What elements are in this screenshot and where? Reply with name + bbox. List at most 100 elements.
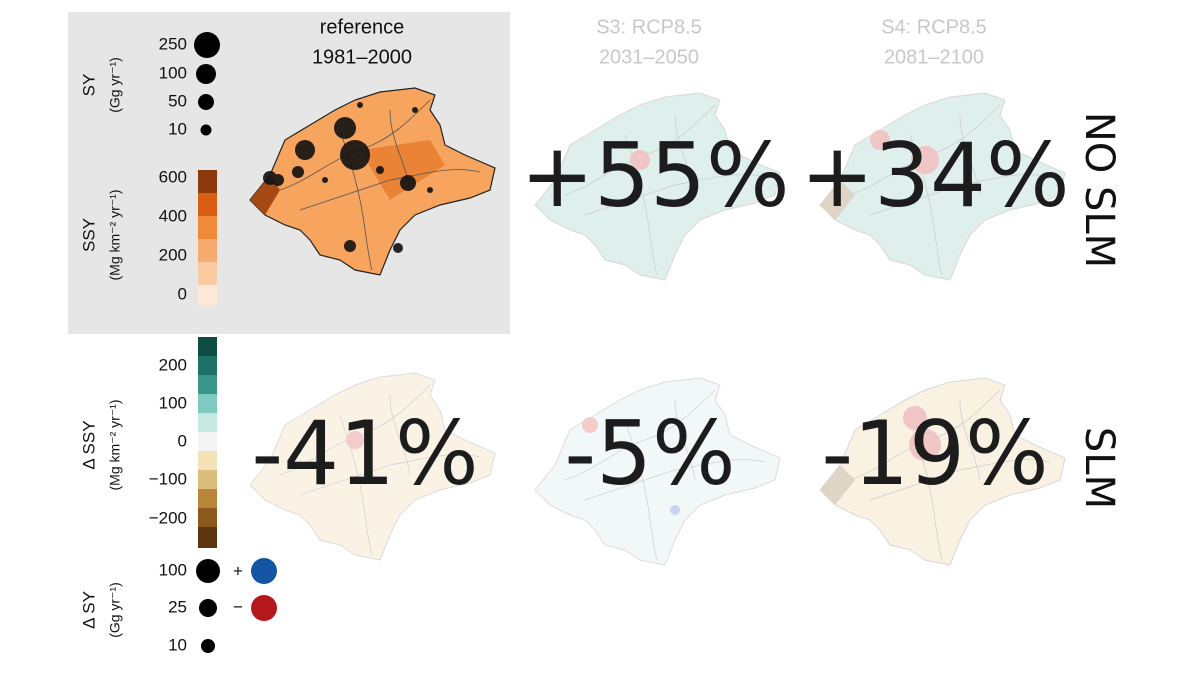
shape: [346, 431, 364, 449]
shape: [196, 64, 216, 84]
legend-title: SY: [79, 74, 98, 97]
column-title: S3: RCP8.5: [596, 16, 702, 38]
column-headers: reference 1981–2000 S3: RCP8.5 2031–2050…: [312, 16, 987, 68]
shape: [251, 558, 277, 584]
shape: [322, 177, 328, 183]
shape: [870, 130, 890, 150]
shape: [198, 432, 217, 451]
shape: [295, 140, 315, 160]
shape: [198, 239, 217, 262]
delta-sy-legend: Δ SY (Gg yr⁻¹) 100 25 10 + −: [79, 558, 277, 654]
scenario-map: [534, 377, 781, 566]
shape: [340, 140, 370, 170]
scenario-map: [819, 92, 1066, 281]
column-title: S4: RCP8.5: [881, 16, 987, 38]
legend-label: −100: [149, 469, 187, 488]
change-percent: -5%: [564, 402, 735, 505]
scenario-map: [249, 372, 496, 561]
shape: [198, 413, 217, 432]
shape: [198, 508, 217, 527]
shape: [198, 527, 217, 548]
legend-title: Δ SSY: [79, 420, 98, 469]
shape: [911, 146, 939, 174]
shape: [412, 107, 418, 113]
shape: [344, 240, 356, 252]
shape: [393, 243, 403, 253]
shape: [198, 489, 217, 508]
shape: [334, 117, 356, 139]
shape: [198, 285, 217, 305]
legend-label: −200: [149, 508, 187, 527]
legend-unit: (Gg yr⁻¹): [107, 582, 123, 638]
legend-label: 0: [178, 431, 187, 450]
legend-label: 100: [159, 560, 187, 579]
shape: [201, 639, 215, 653]
legend-label: 100: [159, 63, 187, 82]
legend-label: 25: [168, 597, 187, 616]
shape: [263, 102, 433, 253]
shape: [198, 193, 217, 216]
column-title: reference: [320, 16, 405, 38]
shape: [198, 262, 217, 285]
shape: [199, 599, 217, 617]
row-label: SLM: [1076, 427, 1122, 509]
shape: [194, 32, 220, 58]
shape: [198, 356, 217, 375]
shape: [198, 470, 217, 489]
shape: [196, 559, 220, 583]
shape: [198, 451, 217, 470]
shape: [198, 94, 214, 110]
change-percent: +55%: [520, 124, 789, 227]
legend-label: 50: [168, 91, 187, 110]
shape: [292, 166, 304, 178]
legend-label: 600: [159, 167, 187, 186]
shape: [903, 406, 927, 430]
legend-label: 0: [178, 284, 187, 303]
legend-label: 10: [168, 119, 187, 138]
shape: [357, 102, 363, 108]
legend-label: 100: [159, 393, 187, 412]
sy-legend: SY (Gg yr⁻¹) 250 100 50 10: [79, 32, 220, 138]
delta-ssy-legend: Δ SSY (Mg km⁻² yr⁻¹) 200 100 0 −100 −200: [79, 337, 217, 548]
column-period: 1981–2000: [312, 46, 412, 68]
shape: [582, 417, 598, 433]
shape: [909, 429, 941, 461]
legend-sign: −: [233, 597, 243, 616]
shape: [198, 216, 217, 239]
scenario-map: [819, 377, 1066, 566]
shape: [427, 187, 433, 193]
shape: [360, 140, 445, 200]
legend-label: 400: [159, 206, 187, 225]
column-period: 2081–2100: [884, 46, 984, 68]
change-percent: -19%: [821, 402, 1048, 505]
shape: [198, 375, 217, 394]
shape: [250, 175, 280, 215]
legend-label: 250: [159, 34, 187, 53]
reference-map: [249, 87, 496, 276]
shape: [198, 170, 217, 193]
shape: [198, 394, 217, 413]
shape: [251, 595, 277, 621]
shape: [400, 175, 416, 191]
legend-label: 10: [168, 635, 187, 654]
legend-sign: +: [233, 561, 243, 580]
legend-unit: (Mg km⁻² yr⁻¹): [107, 400, 123, 491]
legend-unit: (Gg yr⁻¹): [107, 57, 123, 113]
legend-title: SSY: [79, 218, 98, 252]
legend-label: 200: [159, 355, 187, 374]
legend-title: Δ SY: [79, 591, 98, 629]
change-percent: +34%: [800, 124, 1069, 227]
shape: [630, 150, 650, 170]
ssy-legend: SSY (Mg km⁻² yr⁻¹) 600 400 200 0: [79, 167, 217, 305]
row-label: NO SLM: [1076, 112, 1122, 268]
shape: [820, 180, 855, 220]
legend-unit: (Mg km⁻² yr⁻¹): [107, 190, 123, 281]
shape: [272, 174, 284, 186]
shape: [198, 337, 217, 356]
legend-label: 200: [159, 245, 187, 264]
shape: [376, 166, 384, 174]
scenario-map: [534, 92, 781, 281]
